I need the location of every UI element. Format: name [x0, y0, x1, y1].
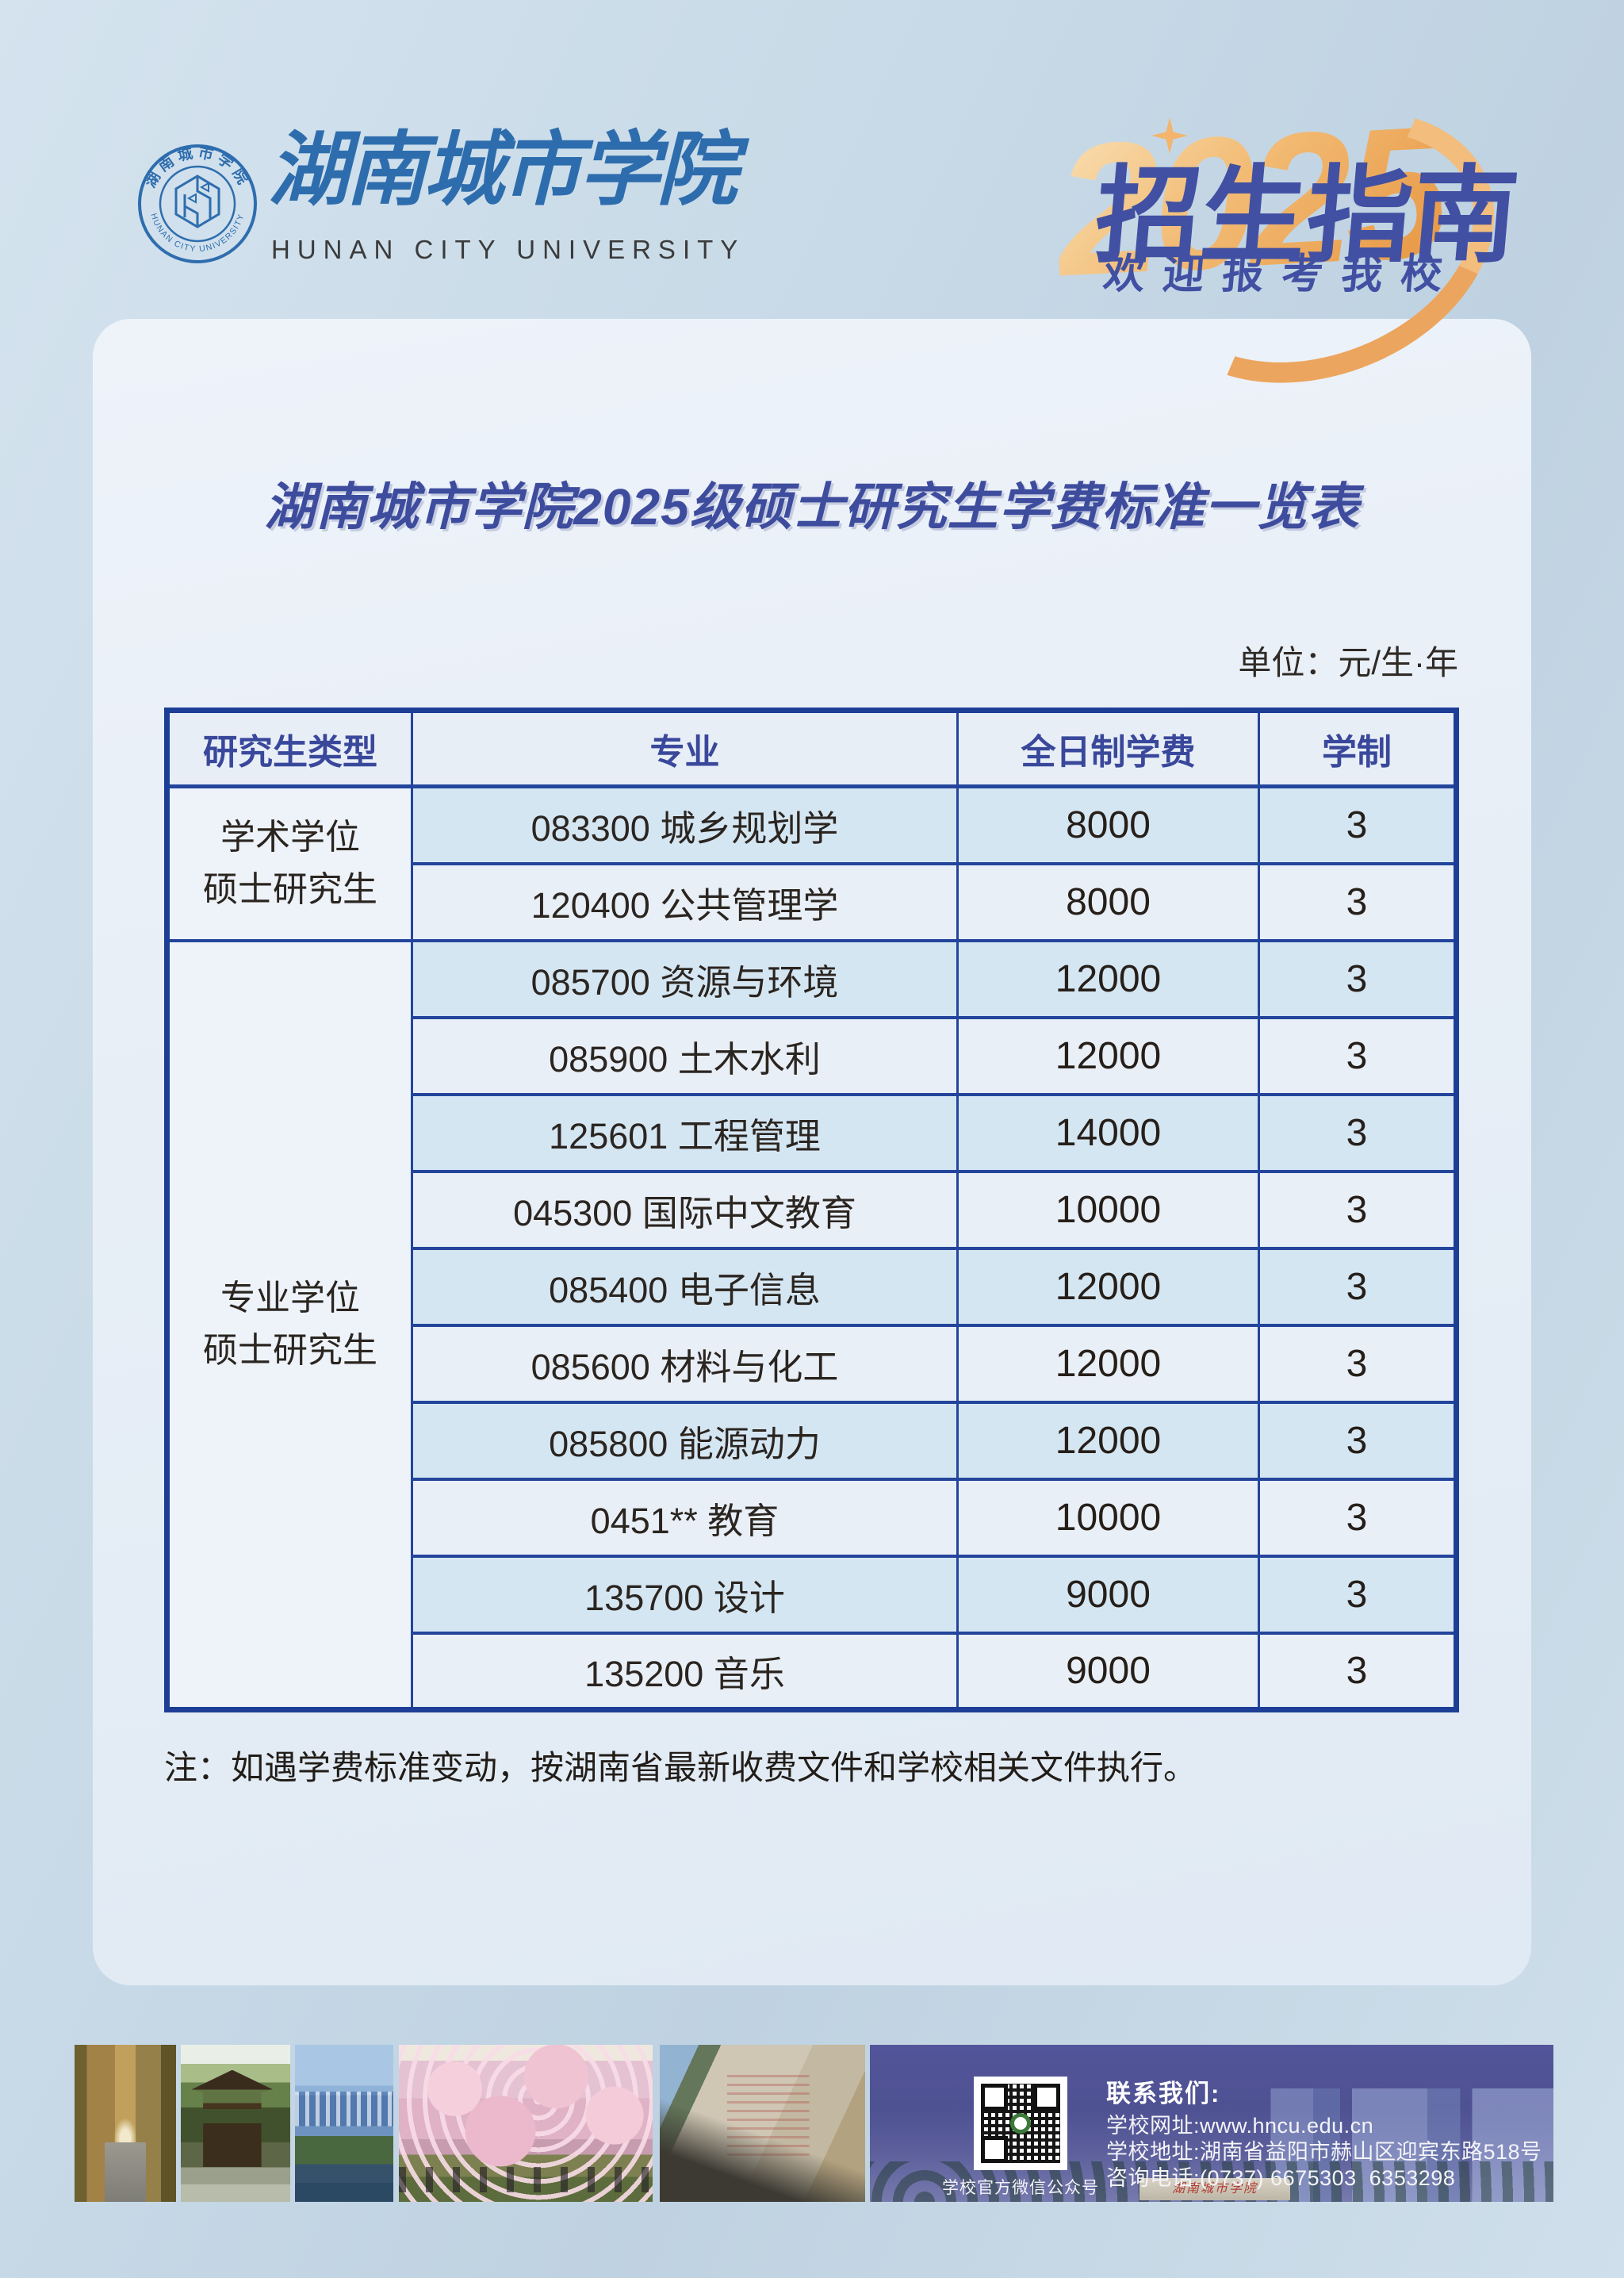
years-cell: 3: [1258, 1477, 1457, 1558]
contact-panel: 湖南城市学院 学校官方微信公众号 联系我们: 学校网址:www.hncu.edu…: [870, 2045, 1553, 2202]
major-cell: 120400 公共管理学: [411, 861, 959, 942]
campus-photo-autumn-road: [75, 2045, 176, 2203]
tuition-footnote: 注：如遇学费标准变动，按湖南省最新收费文件和学校相关文件执行。: [164, 1749, 1197, 1786]
campus-photo-cherry-blossoms: [399, 2045, 653, 2202]
badge-subtitle: 欢迎报考我校: [1101, 251, 1463, 297]
table-row: 120400 公共管理学 8000 3: [167, 861, 1457, 942]
years-cell: 3: [1258, 861, 1457, 942]
tuition-table: 研究生类型 专业 全日制学费 学制 学术学位 硕士研究生 083300 城乡规划…: [164, 708, 1459, 1712]
fee-cell: 9000: [956, 1631, 1260, 1712]
university-name-chinese: 湖南城市学院: [268, 125, 737, 215]
table-row: 0451** 教育 10000 3: [167, 1477, 1457, 1558]
contact-title: 联系我们:: [1106, 2080, 1221, 2107]
university-seal-logo: 湖南城市学院 HUNAN CITY UNIVERSITY: [138, 143, 257, 263]
fee-cell: 12000: [956, 1015, 1260, 1096]
years-cell: 3: [1258, 1169, 1457, 1250]
footer-strip: 湖南城市学院 学校官方微信公众号 联系我们: 学校网址:www.hncu.edu…: [0, 2045, 1624, 2203]
page-title: 湖南城市学院2025级硕士研究生学费标准一览表: [264, 478, 1360, 535]
fee-cell: 14000: [956, 1092, 1260, 1173]
qr-finder-icon: [1033, 2084, 1060, 2111]
fee-cell: 8000: [956, 784, 1260, 865]
major-cell: 0451** 教育: [411, 1477, 959, 1558]
table-row: 085900 土木水利 12000 3: [167, 1015, 1457, 1096]
years-cell: 3: [1258, 1554, 1457, 1635]
group-professional-label: 专业学位 硕士研究生: [166, 938, 413, 1712]
years-cell: 3: [1258, 784, 1457, 865]
seal-building-emblem: [174, 174, 220, 228]
major-cell: 125601 工程管理: [411, 1092, 959, 1173]
table-row: 135200 音乐 9000 3: [167, 1631, 1457, 1712]
col-header-major: 专业: [411, 708, 959, 788]
major-cell: 085700 资源与环境: [411, 938, 959, 1019]
contact-phone: 咨询电话:(0737) 6675303 6353298: [1106, 2166, 1456, 2190]
years-cell: 3: [1258, 1246, 1457, 1327]
col-header-fee: 全日制学费: [956, 708, 1260, 788]
table-row: 085800 能源动力 12000 3: [167, 1400, 1457, 1481]
major-cell: 045300 国际中文教育: [411, 1169, 959, 1250]
fee-cell: 12000: [956, 1323, 1260, 1404]
fee-cell: 8000: [956, 861, 1260, 942]
table-row: 085400 电子信息 12000 3: [167, 1246, 1457, 1327]
fee-cell: 12000: [956, 1246, 1260, 1327]
qr-finder-icon: [981, 2136, 1008, 2163]
campus-photo-overlay: [1252, 2088, 1553, 2202]
fee-cell: 12000: [956, 938, 1260, 1019]
fee-cell: 12000: [956, 1400, 1260, 1481]
table-row: 学术学位 硕士研究生 083300 城乡规划学 8000 3: [166, 784, 1457, 942]
unit-note: 单位：元/生·年: [1238, 644, 1458, 681]
group-academic-label: 学术学位 硕士研究生: [166, 784, 413, 942]
table-row: 085600 材料与化工 12000 3: [167, 1323, 1457, 1404]
campus-photo-building: [295, 2045, 393, 2202]
col-header-years: 学制: [1258, 708, 1457, 788]
qr-caption: 学校官方微信公众号: [942, 2179, 1099, 2197]
campus-photo-calligraphy-wall: [660, 2045, 865, 2202]
campus-gate-stone: 湖南城市学院: [1139, 2178, 1290, 2200]
years-cell: 3: [1258, 1015, 1457, 1096]
major-cell: 085400 电子信息: [411, 1246, 959, 1327]
fee-cell: 10000: [956, 1169, 1260, 1250]
major-cell: 135700 设计: [411, 1554, 959, 1635]
fee-cell: 10000: [956, 1477, 1260, 1558]
years-cell: 3: [1258, 938, 1457, 1019]
years-cell: 3: [1258, 1323, 1457, 1404]
table-row: 135700 设计 9000 3: [167, 1554, 1457, 1635]
qr-center-logo: [1010, 2113, 1031, 2134]
tuition-card: 湖南城市学院2025级硕士研究生学费标准一览表 单位：元/生·年 研究生类型 专…: [93, 319, 1531, 1985]
years-cell: 3: [1258, 1400, 1457, 1481]
campus-photo-pavilion: [181, 2045, 290, 2202]
table-row: 045300 国际中文教育 10000 3: [167, 1169, 1457, 1250]
years-cell: 3: [1258, 1631, 1457, 1712]
table-row: 125601 工程管理 14000 3: [167, 1092, 1457, 1173]
major-cell: 083300 城乡规划学: [411, 784, 959, 865]
fee-cell: 9000: [956, 1554, 1260, 1635]
table-row: 专业学位 硕士研究生 085700 资源与环境 12000 3: [166, 938, 1457, 1712]
major-cell: 085600 材料与化工: [411, 1323, 959, 1404]
major-cell: 085800 能源动力: [411, 1400, 959, 1481]
col-header-grad-type: 研究生类型: [166, 708, 413, 788]
major-cell: 135200 音乐: [411, 1631, 959, 1712]
contact-address: 学校地址:湖南省益阳市赫山区迎宾东路518号: [1106, 2140, 1542, 2164]
contact-website: 学校网址:www.hncu.edu.cn: [1106, 2114, 1374, 2138]
years-cell: 3: [1258, 1092, 1457, 1173]
university-name-english: HUNAN CITY UNIVERSITY: [271, 235, 745, 264]
major-cell: 085900 土木水利: [411, 1015, 959, 1096]
table-header-row: 研究生类型 专业 全日制学费 学制: [166, 708, 1457, 788]
qr-finder-icon: [981, 2084, 1008, 2111]
wechat-qr-code: [974, 2077, 1067, 2170]
